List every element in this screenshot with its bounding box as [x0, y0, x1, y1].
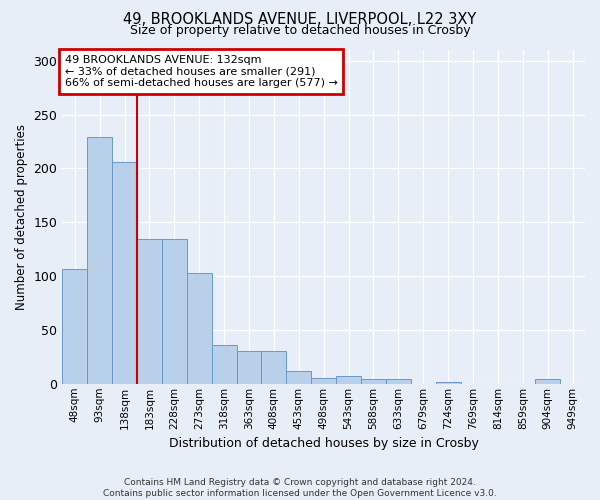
- Bar: [311, 378, 336, 384]
- Y-axis label: Number of detached properties: Number of detached properties: [15, 124, 28, 310]
- Bar: [137, 240, 162, 384]
- Bar: [236, 352, 262, 384]
- Bar: [87, 137, 112, 384]
- Bar: [187, 273, 212, 384]
- Bar: [535, 380, 560, 384]
- Bar: [262, 352, 286, 384]
- Bar: [112, 162, 137, 384]
- Bar: [336, 376, 361, 384]
- Text: 49 BROOKLANDS AVENUE: 132sqm
← 33% of detached houses are smaller (291)
66% of s: 49 BROOKLANDS AVENUE: 132sqm ← 33% of de…: [65, 55, 338, 88]
- Text: Size of property relative to detached houses in Crosby: Size of property relative to detached ho…: [130, 24, 470, 37]
- Bar: [386, 380, 411, 384]
- Bar: [436, 382, 461, 384]
- Bar: [212, 345, 236, 384]
- Text: Contains HM Land Registry data © Crown copyright and database right 2024.
Contai: Contains HM Land Registry data © Crown c…: [103, 478, 497, 498]
- Text: 49, BROOKLANDS AVENUE, LIVERPOOL, L22 3XY: 49, BROOKLANDS AVENUE, LIVERPOOL, L22 3X…: [124, 12, 476, 28]
- Bar: [162, 240, 187, 384]
- Bar: [361, 380, 386, 384]
- Bar: [286, 371, 311, 384]
- Bar: [62, 268, 87, 384]
- X-axis label: Distribution of detached houses by size in Crosby: Distribution of detached houses by size …: [169, 437, 479, 450]
